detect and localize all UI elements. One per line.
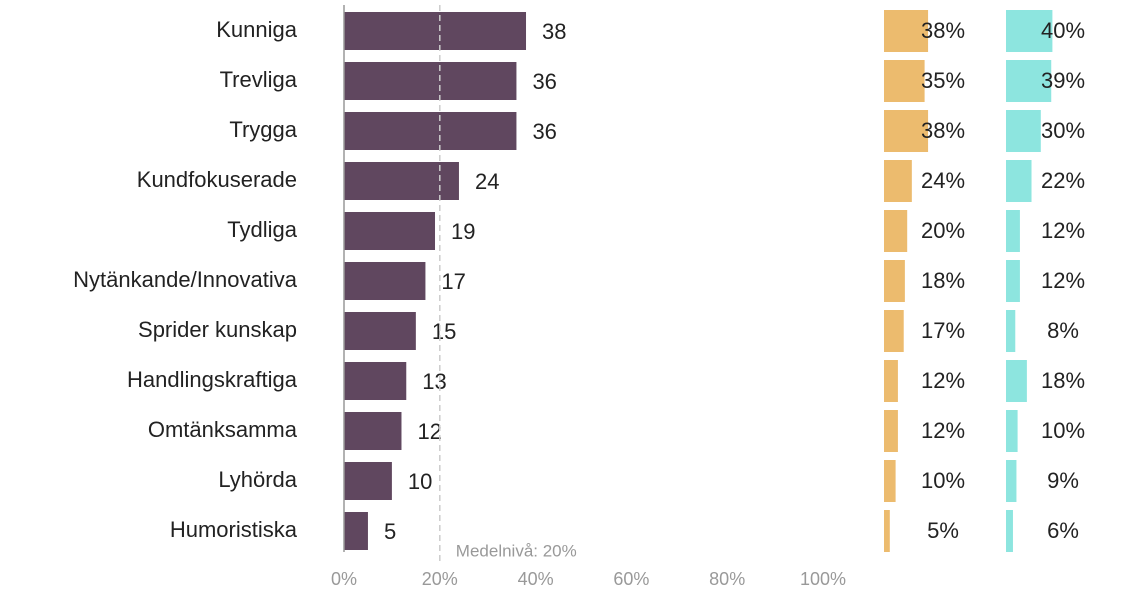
side-label: 10% [1041,418,1085,443]
bar [344,162,459,200]
data-label: 38 [542,19,566,44]
side-label: 10% [921,468,965,493]
side-label: 22% [1041,168,1085,193]
side-label: 24% [921,168,965,193]
side-label: 35% [921,68,965,93]
side-label: 12% [921,418,965,443]
bar [344,362,407,400]
side-label: 12% [1041,268,1085,293]
side-bar [884,360,898,402]
side-label: 6% [1047,518,1079,543]
side-bar [1006,210,1020,252]
data-label: 5 [384,519,396,544]
category-label: Kunniga [216,17,298,42]
side-bar [884,110,929,152]
side-bar [1006,10,1053,52]
data-label: 19 [451,219,475,244]
x-tick-label: 100% [800,569,846,589]
side-label: 9% [1047,468,1079,493]
side-bar [1006,360,1027,402]
bar [344,62,517,100]
side-bar [1006,460,1017,502]
bar [344,412,402,450]
category-label: Lyhörda [218,467,297,492]
side-label: 5% [927,518,959,543]
category-label: Handlingskraftiga [127,367,298,392]
side-label: 20% [921,218,965,243]
side-label: 12% [1041,218,1085,243]
side-label: 12% [921,368,965,393]
side-label: 8% [1047,318,1079,343]
side-bar [884,10,929,52]
x-tick-label: 40% [518,569,554,589]
side-bar [884,410,898,452]
side-bar [884,510,890,552]
data-label: 10 [408,469,432,494]
side-bar [1006,310,1016,352]
side-bar [884,60,925,102]
x-tick-label: 80% [709,569,745,589]
bar [344,262,426,300]
side-label: 30% [1041,118,1085,143]
data-label: 24 [475,169,499,194]
side-label: 18% [921,268,965,293]
side-bar [1006,260,1020,302]
bar [344,312,416,350]
data-label: 36 [532,119,556,144]
category-label: Kundfokuserade [137,167,297,192]
side-label: 39% [1041,68,1085,93]
x-tick-label: 60% [613,569,649,589]
side-label: 18% [1041,368,1085,393]
side-bar [1006,60,1052,102]
data-label: 13 [422,369,446,394]
side-label: 40% [1041,18,1085,43]
category-label: Trevliga [220,67,298,92]
category-label: Trygga [229,117,297,142]
data-label: 36 [532,69,556,94]
data-label: 15 [432,319,456,344]
category-label: Humoristiska [170,517,298,542]
category-label: Sprider kunskap [138,317,297,342]
side-bar [1006,410,1018,452]
mean-label: Medelnivå: 20% [456,541,577,560]
side-bar [1006,510,1013,552]
side-bar [884,160,912,202]
side-bar [1006,160,1032,202]
data-label: 12 [417,419,441,444]
side-label: 38% [921,118,965,143]
side-label: 38% [921,18,965,43]
bar [344,212,436,250]
bar [344,512,368,550]
bar [344,462,392,500]
data-label: 17 [441,269,465,294]
side-label: 17% [921,318,965,343]
side-bar [884,210,908,252]
bar [344,12,527,50]
x-tick-label: 0% [331,569,357,589]
side-bar [884,310,904,352]
bar [344,112,517,150]
side-bar [1006,110,1041,152]
category-label: Tydliga [227,217,297,242]
category-label: Nytänkande/Innovativa [73,267,298,292]
side-bar [884,460,896,502]
x-tick-label: 20% [422,569,458,589]
category-label: Omtänksamma [148,417,298,442]
side-bar [884,260,905,302]
